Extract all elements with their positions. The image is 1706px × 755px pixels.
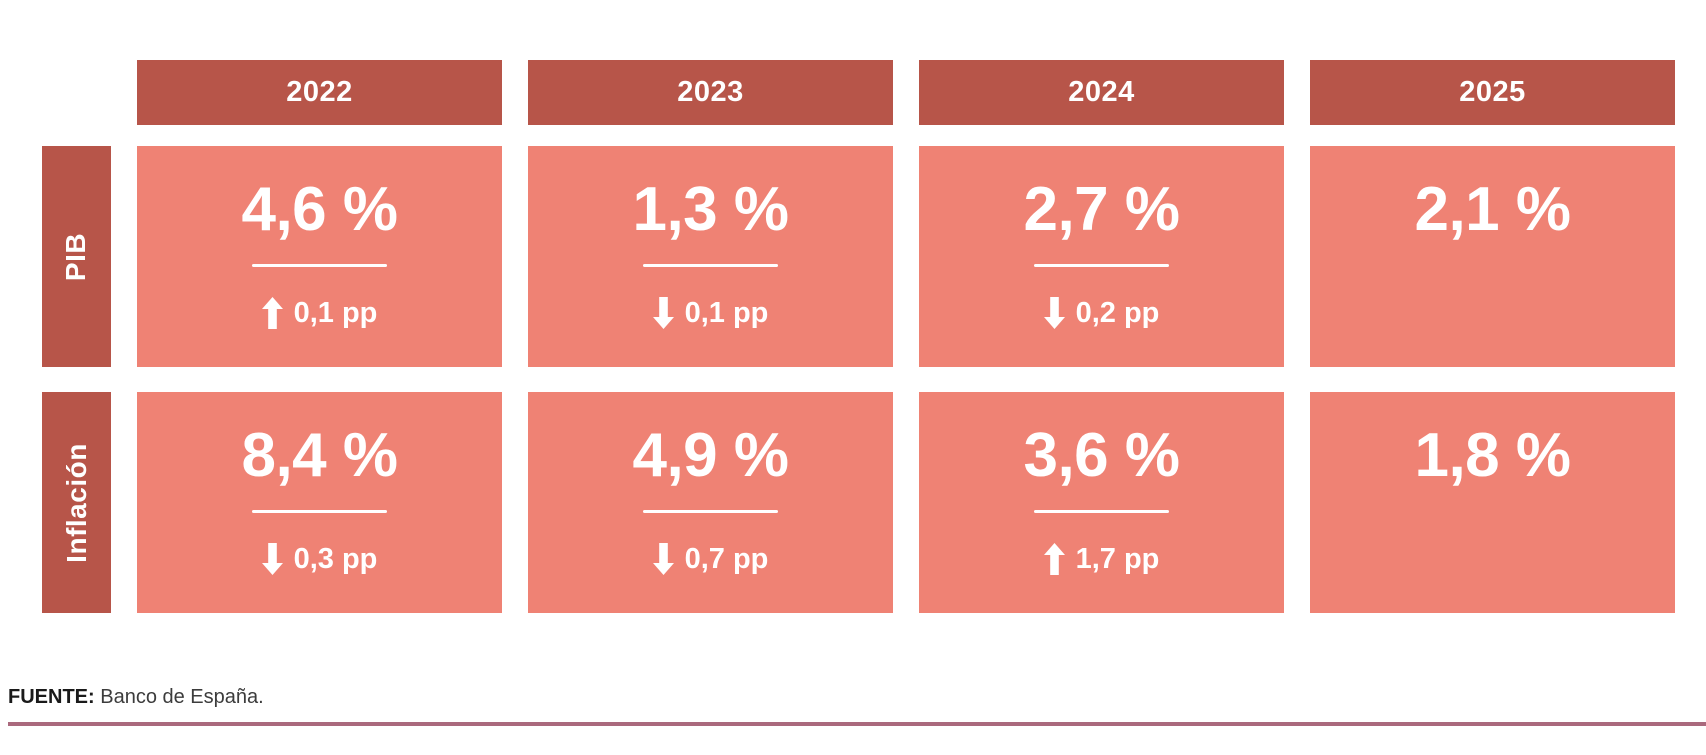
year-header-2025: 2025: [1310, 60, 1675, 125]
cell-inflacion-2022: 8,4 % 0,3 pp: [137, 392, 502, 613]
arrow-down-icon: [652, 543, 674, 575]
row-pib: PIB 4,6 % 0,1 pp 1,3 % 0,1 pp 2,7: [42, 146, 1675, 367]
arrow-down-icon: [261, 543, 283, 575]
revision-text: 1,7 pp: [1075, 543, 1160, 575]
cell-pib-2025: 2,1 %: [1310, 146, 1675, 367]
revision: 1,7 pp: [1043, 539, 1160, 579]
cell-inflacion-2025: 1,8 %: [1310, 392, 1675, 613]
source-text: Banco de España.: [94, 686, 264, 708]
cell-pib-2022: 4,6 % 0,1 pp: [137, 146, 502, 367]
divider-line: [643, 264, 778, 267]
year-header-2024: 2024: [919, 60, 1284, 125]
revision: 0,1 pp: [261, 293, 378, 333]
cell-pib-2024: 2,7 % 0,2 pp: [919, 146, 1284, 367]
row-inflacion: Inflación 8,4 % 0,3 pp 4,9 % 0,7 pp: [42, 392, 1675, 613]
row-label-inflacion: Inflación: [42, 392, 111, 613]
arrow-down-icon: [1043, 297, 1065, 329]
row-label-pib: PIB: [42, 146, 111, 367]
divider-line: [252, 264, 387, 267]
cell-inflacion-2023: 4,9 % 0,7 pp: [528, 392, 893, 613]
revision: 0,1 pp: [652, 293, 769, 333]
divider-line: [252, 510, 387, 513]
revision-text: 0,1 pp: [684, 297, 769, 329]
divider-line: [643, 510, 778, 513]
divider-line: [1034, 264, 1169, 267]
bottom-rule: [8, 722, 1706, 726]
arrow-up-icon: [261, 297, 283, 329]
value-text: 4,9 %: [632, 421, 789, 490]
value-text: 8,4 %: [241, 421, 398, 490]
year-header-2022: 2022: [137, 60, 502, 125]
arrow-up-icon: [1043, 543, 1065, 575]
value-text: 3,6 %: [1023, 421, 1180, 490]
year-header-2023: 2023: [528, 60, 893, 125]
revision: 0,2 pp: [1043, 293, 1160, 333]
value-text: 2,7 %: [1023, 175, 1180, 244]
value-text: 1,8 %: [1414, 421, 1571, 490]
source-label: FUENTE:: [8, 686, 95, 708]
divider-line: [1034, 510, 1169, 513]
value-text: 4,6 %: [241, 175, 398, 244]
row-label-pib-text: PIB: [60, 232, 92, 281]
revision-text: 0,2 pp: [1075, 297, 1160, 329]
year-header-row: 2022 2023 2024 2025: [137, 60, 1675, 125]
arrow-down-icon: [652, 297, 674, 329]
value-text: 1,3 %: [632, 175, 789, 244]
source-note: FUENTE: Banco de España.: [8, 686, 264, 709]
revision-text: 0,7 pp: [684, 543, 769, 575]
revision: 0,7 pp: [652, 539, 769, 579]
revision: 0,3 pp: [261, 539, 378, 579]
cell-pib-2023: 1,3 % 0,1 pp: [528, 146, 893, 367]
cell-inflacion-2024: 3,6 % 1,7 pp: [919, 392, 1284, 613]
row-label-inflacion-text: Inflación: [60, 442, 92, 563]
revision-text: 0,3 pp: [293, 543, 378, 575]
value-text: 2,1 %: [1414, 175, 1571, 244]
revision-text: 0,1 pp: [293, 297, 378, 329]
